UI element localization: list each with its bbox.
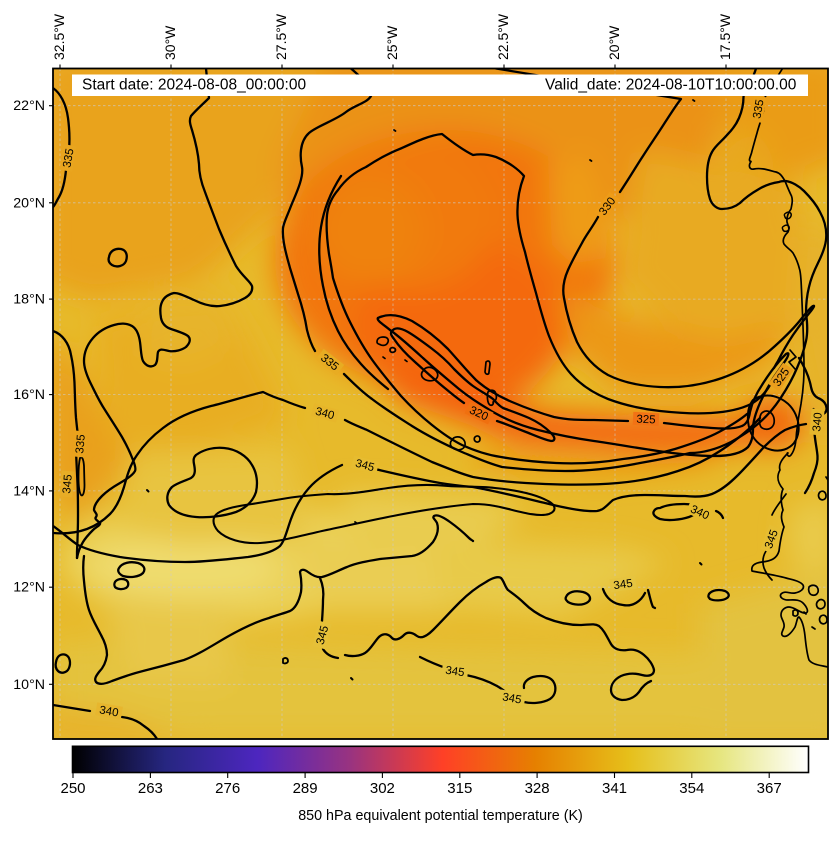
- svg-text:10°N: 10°N: [13, 677, 45, 693]
- svg-text:Start date: 2024-08-08_00:00:0: Start date: 2024-08-08_00:00:00: [82, 77, 306, 94]
- svg-text:341: 341: [602, 780, 627, 797]
- svg-text:345: 345: [61, 474, 75, 494]
- svg-text:340: 340: [314, 406, 336, 423]
- svg-text:22.5°W: 22.5°W: [495, 13, 511, 60]
- svg-text:345: 345: [445, 665, 466, 680]
- svg-text:335: 335: [61, 148, 76, 169]
- svg-text:276: 276: [215, 780, 240, 797]
- svg-text:325: 325: [636, 414, 656, 427]
- svg-text:16°N: 16°N: [13, 387, 45, 403]
- svg-text:340: 340: [811, 412, 825, 432]
- svg-text:25°W: 25°W: [384, 25, 400, 60]
- svg-text:850 hPa equivalent potential t: 850 hPa equivalent potential temperature…: [298, 808, 583, 824]
- svg-text:17.5°W: 17.5°W: [717, 13, 733, 60]
- svg-text:27.5°W: 27.5°W: [273, 13, 289, 60]
- svg-text:30°W: 30°W: [162, 25, 178, 60]
- svg-text:328: 328: [525, 780, 550, 797]
- svg-text:12°N: 12°N: [13, 580, 45, 596]
- svg-text:345: 345: [613, 578, 634, 593]
- svg-text:20°N: 20°N: [13, 195, 45, 211]
- svg-text:354: 354: [679, 780, 704, 797]
- svg-text:302: 302: [370, 780, 395, 797]
- svg-text:367: 367: [757, 780, 782, 797]
- svg-text:345: 345: [501, 691, 522, 706]
- svg-text:340: 340: [98, 704, 119, 719]
- svg-text:32.5°W: 32.5°W: [51, 13, 67, 60]
- svg-text:20°W: 20°W: [606, 25, 622, 60]
- svg-text:315: 315: [447, 780, 472, 797]
- svg-text:335: 335: [74, 434, 88, 454]
- svg-text:250: 250: [60, 780, 85, 797]
- svg-text:18°N: 18°N: [13, 292, 45, 308]
- svg-text:14°N: 14°N: [13, 483, 45, 499]
- svg-text:345: 345: [354, 458, 376, 475]
- svg-text:289: 289: [293, 780, 318, 797]
- svg-text:335: 335: [751, 99, 766, 120]
- svg-text:263: 263: [138, 780, 163, 797]
- svg-text:22°N: 22°N: [13, 98, 45, 114]
- svg-text:345: 345: [315, 624, 332, 646]
- svg-text:Valid_date: 2024-08-10T10:00:0: Valid_date: 2024-08-10T10:00:00.00: [545, 77, 797, 94]
